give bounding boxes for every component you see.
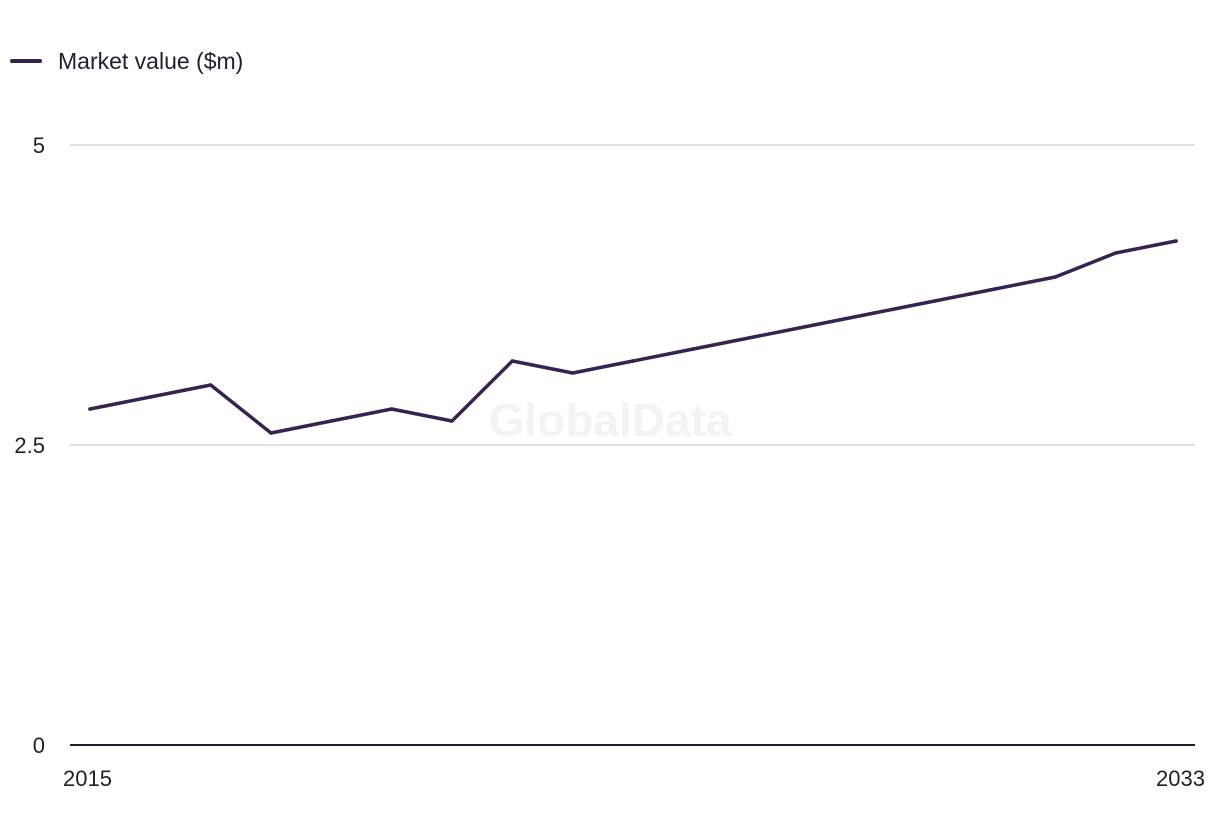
data-point — [450, 419, 454, 423]
data-point — [389, 407, 394, 411]
data-point — [812, 323, 816, 327]
series-layer — [88, 239, 1178, 435]
data-point — [269, 431, 273, 435]
legend-swatch — [10, 59, 42, 63]
y-axis-ticks: 02.55 — [14, 133, 45, 758]
gridlines — [70, 144, 1195, 446]
data-point — [631, 359, 635, 363]
watermark: GlobalData — [489, 394, 732, 446]
data-point — [751, 335, 756, 339]
data-point — [691, 347, 696, 351]
chart-legend: Market value ($m) — [10, 46, 243, 76]
x-tick-label: 2033 — [1156, 766, 1205, 791]
y-tick-label: 2.5 — [14, 433, 45, 458]
y-tick-label: 5 — [33, 133, 45, 158]
data-point — [570, 371, 575, 375]
data-point — [1053, 275, 1058, 279]
data-point — [872, 311, 877, 315]
x-axis-ticks: 2015 2033 — [63, 766, 1205, 791]
legend-label: Market value ($m) — [58, 47, 244, 74]
x-tick-label: 2015 — [63, 766, 112, 791]
data-point — [208, 383, 213, 387]
y-tick-label: 0 — [33, 733, 45, 758]
data-point — [329, 419, 334, 423]
data-point — [510, 359, 515, 363]
data-point — [993, 287, 997, 291]
data-point — [1113, 251, 1118, 255]
data-point — [1174, 239, 1178, 243]
data-point — [88, 407, 92, 411]
data-point — [932, 299, 937, 303]
data-point — [148, 395, 153, 399]
